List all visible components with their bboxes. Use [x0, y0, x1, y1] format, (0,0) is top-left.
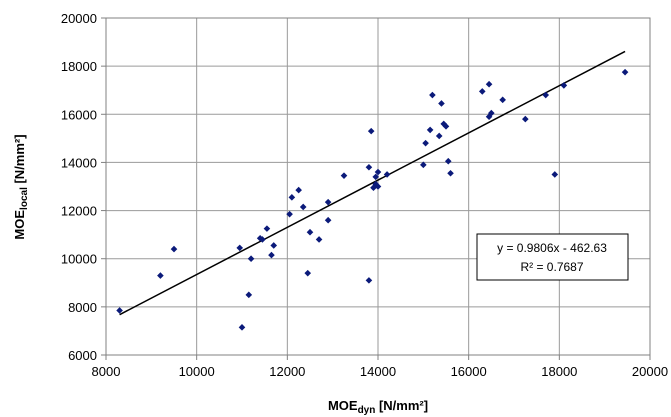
- data-point: [270, 242, 278, 249]
- data-point: [551, 171, 559, 178]
- data-point: [259, 236, 266, 243]
- data-point: [236, 244, 244, 252]
- data-point: [370, 184, 377, 192]
- data-point: [268, 251, 275, 259]
- data-point: [372, 173, 380, 181]
- data-point: [422, 139, 429, 147]
- data-point: [238, 324, 246, 331]
- data-point: [438, 100, 445, 107]
- data-point: [365, 163, 373, 171]
- data-point: [372, 180, 380, 188]
- x-tick-label: 10000: [179, 364, 215, 379]
- x-tick-label: 8000: [92, 364, 121, 379]
- data-point: [442, 123, 450, 130]
- data-point: [560, 82, 568, 89]
- data-point: [295, 186, 302, 194]
- equation-box: y = 0.9806x - 462.63 R² = 0.7687: [476, 233, 629, 281]
- x-tick-label: 20000: [632, 364, 668, 379]
- data-point: [420, 161, 427, 169]
- data-point: [435, 132, 443, 140]
- data-point: [485, 80, 493, 88]
- y-tick-label: 20000: [61, 11, 97, 26]
- data-point: [324, 198, 332, 206]
- data-point: [340, 172, 348, 179]
- data-point: [245, 291, 253, 299]
- data-point: [286, 210, 293, 218]
- data-point: [621, 68, 629, 76]
- x-tick-label: 18000: [541, 364, 577, 379]
- y-tick-label: 6000: [68, 348, 97, 363]
- data-point: [426, 126, 434, 134]
- y-tick-label: 12000: [61, 204, 97, 219]
- y-tick-label: 18000: [61, 59, 97, 74]
- y-tick-label: 14000: [61, 155, 97, 170]
- data-point: [499, 96, 506, 104]
- data-point: [288, 194, 296, 201]
- y-axis-title: MOElocal [N/mm²]: [12, 134, 30, 239]
- x-axis-title: MOEdyn [N/mm²]: [328, 398, 428, 416]
- data-point: [365, 277, 373, 284]
- data-point: [488, 109, 495, 117]
- r-squared: R² = 0.7687: [520, 260, 583, 274]
- data-point: [157, 272, 164, 279]
- x-tick-label: 16000: [451, 364, 487, 379]
- data-point: [315, 236, 323, 243]
- data-point: [522, 115, 529, 123]
- x-tick-label: 12000: [269, 364, 305, 379]
- data-points: [116, 68, 629, 331]
- trend-equation: y = 0.9806x - 462.63: [497, 241, 607, 255]
- data-point: [116, 307, 123, 314]
- data-point: [170, 245, 178, 253]
- data-point: [444, 157, 452, 165]
- data-point: [383, 171, 391, 178]
- x-tick-labels: 8000 10000 12000 14000 16000 18000 20000: [92, 364, 669, 379]
- data-point: [324, 216, 332, 224]
- data-point: [247, 255, 255, 263]
- data-point: [542, 91, 550, 99]
- data-point: [374, 183, 382, 190]
- plot-border: [105, 17, 651, 356]
- x-tick-label: 14000: [360, 364, 396, 379]
- data-point: [447, 169, 454, 177]
- data-point: [306, 228, 314, 236]
- trendline: [119, 50, 626, 316]
- y-tick-label: 10000: [61, 252, 97, 267]
- data-point: [478, 88, 486, 95]
- data-point: [304, 269, 312, 277]
- y-tick-label: 8000: [68, 300, 97, 315]
- data-point: [367, 127, 375, 135]
- data-point: [263, 225, 271, 232]
- data-point: [299, 203, 307, 211]
- data-point: [429, 91, 436, 99]
- y-tick-labels: 6000 8000 10000 12000 14000 16000 18000 20000: [61, 11, 97, 363]
- y-tick-label: 16000: [61, 107, 97, 122]
- data-point: [374, 168, 382, 176]
